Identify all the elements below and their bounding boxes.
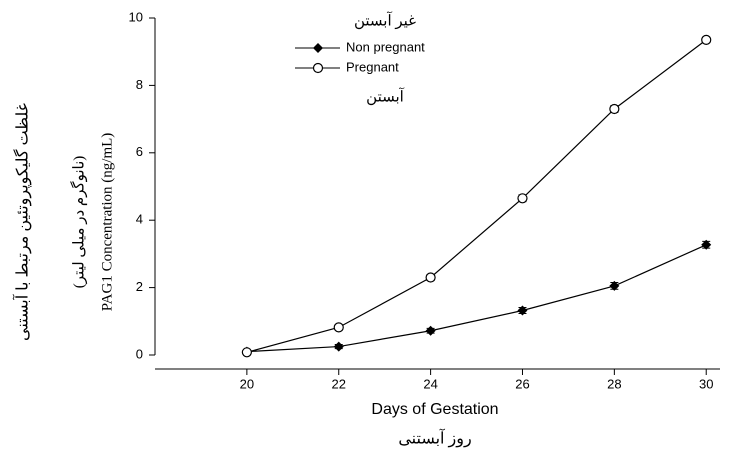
x-tick-label: 20: [240, 376, 254, 391]
legend-label: Pregnant: [346, 59, 399, 74]
data-point: [609, 103, 620, 115]
data-point: [333, 322, 344, 333]
series-line: [246, 244, 707, 353]
x-axis-label-fa: روز آبستنی: [398, 428, 471, 448]
x-tick-label: 30: [699, 376, 713, 391]
legend-title: غیر آبستن: [354, 11, 416, 29]
y-tick-label: 2: [136, 279, 143, 294]
data-point: [701, 34, 712, 46]
data-point: [517, 193, 528, 204]
legend-marker: [312, 62, 324, 74]
y-axis-label-fa: غلظت گلیکوپروتئین مرتبط با آبستنی: [12, 103, 32, 341]
x-tick-label: 26: [515, 376, 529, 391]
legend-label: Non pregnant: [346, 39, 425, 54]
legend-note: آبستن: [366, 87, 405, 105]
data-point: [609, 280, 620, 291]
x-tick-label: 24: [423, 376, 437, 391]
data-point: [701, 239, 712, 250]
data-point: [241, 347, 252, 358]
data-point: [425, 325, 436, 336]
x-tick-label: 28: [607, 376, 621, 391]
data-point: [333, 341, 344, 352]
data-point: [425, 272, 436, 283]
y-axis-label-fa-2: (نانوگرم در میلی لیتر): [69, 156, 87, 288]
data-point: [517, 305, 528, 316]
x-axis-label: Days of Gestation: [371, 401, 498, 418]
x-tick-label: 22: [332, 376, 346, 391]
y-axis-label: PAG1 Concentration (ng/mL): [99, 133, 115, 312]
y-tick-label: 6: [136, 144, 143, 159]
y-tick-label: 10: [129, 9, 143, 24]
y-tick-label: 8: [136, 77, 143, 92]
y-tick-label: 0: [136, 346, 143, 361]
series-line: [246, 39, 707, 353]
legend-marker: [313, 43, 323, 53]
y-tick-label: 4: [136, 212, 143, 227]
